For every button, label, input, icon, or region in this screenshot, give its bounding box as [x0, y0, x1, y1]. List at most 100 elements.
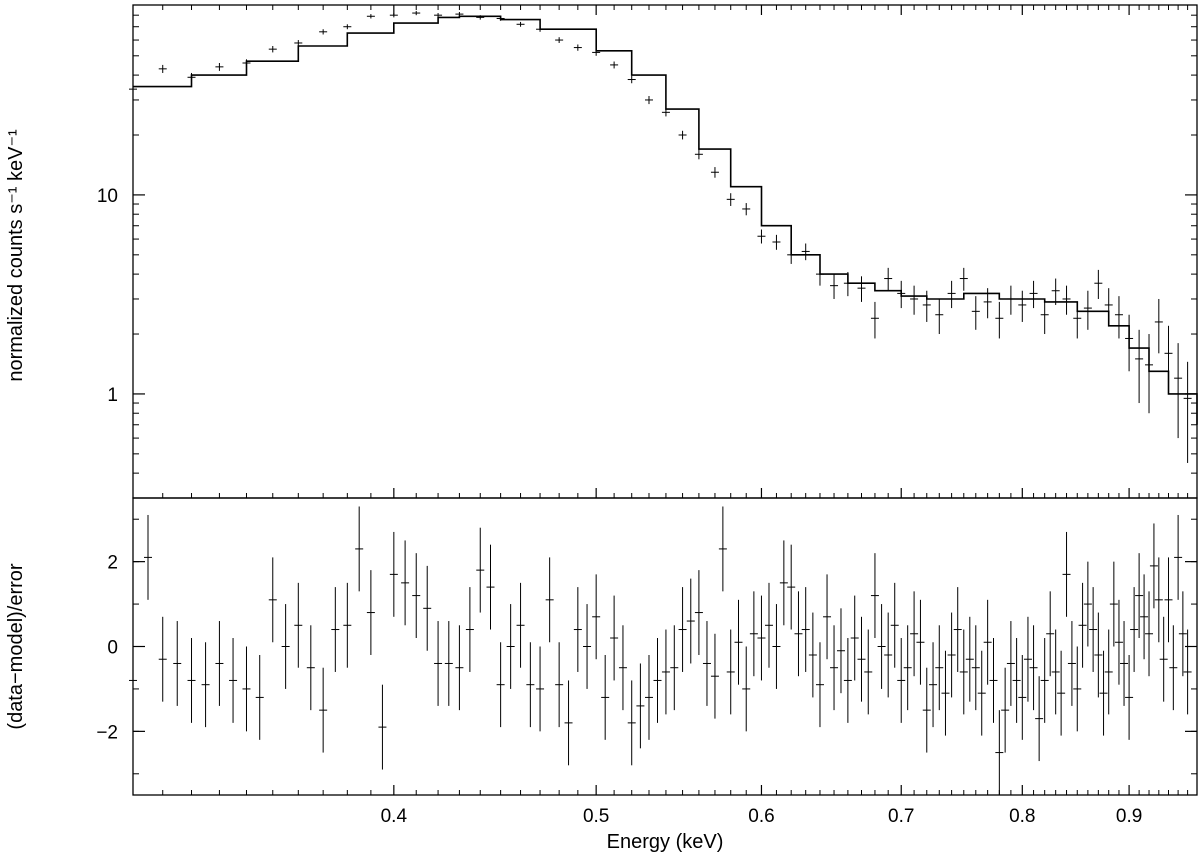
- spectrum-data-point: [294, 40, 303, 47]
- residual-point: [229, 638, 238, 723]
- residual-point: [1035, 676, 1044, 762]
- residual-point: [306, 625, 315, 711]
- residual-point: [173, 621, 182, 706]
- spectrum-data-point: [801, 243, 810, 261]
- residual-point: [1178, 591, 1187, 677]
- spectrum-data-point: [627, 75, 636, 84]
- y-tick-label: 2: [107, 553, 118, 574]
- residual-point: [1135, 553, 1144, 639]
- residual-point: [1169, 625, 1178, 711]
- spectrum-data-point: [215, 63, 224, 71]
- x-tick-label: 0.7: [888, 806, 914, 827]
- residual-marks: [129, 506, 1192, 795]
- spectrum-data-point: [1018, 290, 1027, 322]
- residual-point: [702, 621, 711, 706]
- residual-point: [423, 565, 432, 651]
- residual-point: [583, 604, 592, 689]
- spectrum-data-point: [158, 64, 167, 73]
- spectrum-data-point: [1029, 280, 1038, 309]
- spectrum-data-point: [1083, 290, 1092, 330]
- residual-point: [884, 612, 893, 698]
- residual-point: [1051, 629, 1060, 715]
- spectrum-data-point: [319, 29, 328, 35]
- spectrum-data-point: [897, 280, 906, 309]
- residual-point: [389, 531, 398, 617]
- residual-point: [1006, 621, 1015, 706]
- residual-point: [158, 616, 167, 702]
- residual-point: [1018, 654, 1027, 740]
- y-tick-label: 10: [97, 186, 118, 207]
- residual-point: [281, 604, 290, 689]
- spectrum-data-point: [434, 13, 443, 18]
- residual-point: [749, 591, 758, 677]
- residual-point: [1109, 561, 1118, 647]
- spectrum-data-point: [910, 285, 919, 315]
- residual-point: [1120, 621, 1129, 706]
- spectrum-data-point: [455, 11, 464, 17]
- residual-point: [486, 544, 495, 630]
- residual-point: [772, 604, 781, 689]
- spectrum-data-point: [757, 229, 766, 244]
- residual-point: [444, 621, 453, 706]
- residual-point: [1154, 557, 1163, 643]
- spectrum-data-point: [496, 16, 505, 21]
- residual-point: [890, 582, 899, 668]
- residual-point: [764, 582, 773, 668]
- residual-point: [864, 629, 873, 715]
- residual-point: [897, 638, 906, 723]
- residual-point: [1174, 514, 1183, 600]
- residual-point: [496, 642, 505, 728]
- residual-point: [1104, 629, 1113, 715]
- spectrum-data-point: [610, 61, 619, 69]
- residual-point: [941, 650, 950, 736]
- spectrum-data-point: [1125, 314, 1134, 372]
- spectrum-data-point: [644, 96, 653, 105]
- spectrum-panel: 1 10 normalized counts s⁻¹ keV⁻¹: [5, 4, 1198, 499]
- residual-point: [536, 646, 545, 732]
- residual-point: [366, 570, 375, 655]
- spectrum-data-point: [1164, 325, 1173, 394]
- residual-point: [661, 629, 670, 715]
- spectrum-data-point: [787, 246, 796, 264]
- residual-point: [331, 587, 340, 672]
- spectrum-data-point: [1062, 285, 1071, 315]
- residual-point: [801, 587, 810, 672]
- residual-point: [215, 621, 224, 706]
- residual-point: [1078, 582, 1087, 668]
- residual-point: [526, 642, 535, 728]
- spectrum-data-point: [187, 72, 196, 82]
- x-axis-label: Energy (keV): [607, 831, 724, 853]
- residual-point: [953, 587, 962, 672]
- residual-point: [1057, 650, 1066, 736]
- residual-point: [947, 612, 956, 698]
- residual-point: [592, 574, 601, 660]
- residual-point: [787, 544, 796, 630]
- residuals-plot-frame: [132, 497, 1198, 796]
- residual-point: [455, 625, 464, 711]
- residual-point: [1099, 650, 1108, 736]
- residual-point: [401, 540, 410, 626]
- residual-point: [343, 582, 352, 668]
- spectrum-data-point: [1183, 361, 1192, 463]
- spectrum-data-point: [959, 267, 968, 291]
- residual-point: [129, 638, 137, 723]
- spectrum-data-point: [536, 26, 545, 32]
- spectrum-data-point: [1094, 269, 1103, 299]
- residual-point: [935, 625, 944, 711]
- residual-point: [808, 612, 817, 698]
- spectrum-data-point: [935, 298, 944, 335]
- residual-point: [1145, 591, 1154, 677]
- spectrum-data-point: [661, 108, 670, 117]
- residual-point: [1130, 587, 1139, 672]
- residuals-ticks: −2 0 2: [96, 493, 1197, 795]
- spectrum-data-point: [1006, 285, 1015, 315]
- residual-point: [564, 680, 573, 766]
- spectrum-data-point: [476, 15, 485, 20]
- residual-point: [1094, 612, 1103, 698]
- spectrum-ticks: 1 10: [97, 5, 1197, 498]
- residual-point: [644, 654, 653, 740]
- residual-point: [977, 650, 986, 736]
- residual-point: [850, 595, 859, 681]
- residual-point: [187, 638, 196, 723]
